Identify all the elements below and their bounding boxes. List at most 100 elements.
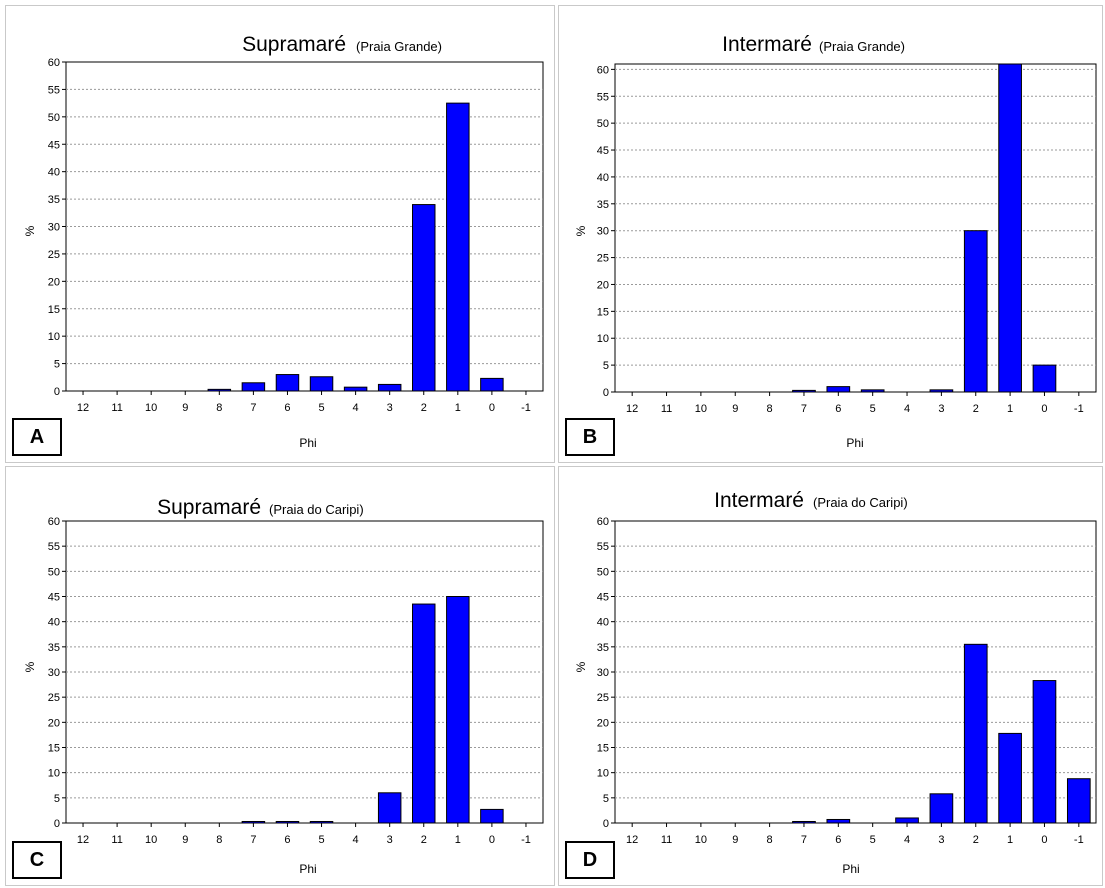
x-tick-label: 12 <box>77 402 89 414</box>
bar <box>998 732 1022 824</box>
y-tick-label: 45 <box>48 592 60 604</box>
y-tick-label: 0 <box>54 386 60 398</box>
x-tick-label: 6 <box>835 403 841 415</box>
bar <box>241 820 266 824</box>
x-tick-label: 4 <box>904 403 910 415</box>
bar <box>963 643 988 824</box>
y-tick-label: 25 <box>48 249 60 261</box>
bar <box>480 377 504 392</box>
y-tick-label: 50 <box>48 566 60 578</box>
x-tick-label: 12 <box>77 834 89 846</box>
bar <box>241 382 266 392</box>
bar <box>792 820 816 824</box>
y-tick-label: 40 <box>48 167 60 179</box>
x-tick-label: 6 <box>835 834 841 846</box>
y-tick-label: 60 <box>597 64 609 76</box>
x-tick-label: 5 <box>318 834 324 846</box>
bar <box>1032 364 1057 393</box>
y-tick-label: 10 <box>597 333 609 345</box>
x-tick-label: 11 <box>661 834 672 846</box>
y-tick-label: 45 <box>48 139 60 151</box>
y-tick-label: 55 <box>597 541 609 553</box>
y-tick-label: 5 <box>603 360 609 372</box>
bar <box>309 376 334 392</box>
bar <box>792 389 816 393</box>
chart-subtitle: (Praia Grande) <box>819 39 905 54</box>
y-tick-label: 40 <box>48 617 60 629</box>
bar <box>998 63 1022 393</box>
x-tick-label: 10 <box>695 834 707 846</box>
x-axis-label: Phi <box>299 436 316 450</box>
x-tick-label: 9 <box>182 834 188 846</box>
x-tick-label: 11 <box>111 834 122 846</box>
bar <box>480 808 504 824</box>
y-tick-label: 30 <box>48 222 60 234</box>
y-tick-label: 45 <box>597 145 609 157</box>
y-tick-label: 50 <box>597 566 609 578</box>
x-tick-label: 2 <box>973 403 979 415</box>
x-tick-label: 9 <box>732 834 738 846</box>
y-tick-label: 25 <box>597 253 609 265</box>
y-tick-label: 15 <box>597 743 609 755</box>
bar <box>412 603 436 824</box>
x-tick-label: -1 <box>1074 403 1084 415</box>
panel-label: C <box>12 841 62 879</box>
panel-label: D <box>565 841 615 879</box>
y-tick-label: 35 <box>597 642 609 654</box>
y-tick-label: 10 <box>48 768 60 780</box>
x-tick-label: 9 <box>182 402 188 414</box>
x-tick-label: 8 <box>767 834 773 846</box>
chart-title: Supramaré <box>242 33 346 56</box>
x-tick-label: 3 <box>938 834 944 846</box>
bar <box>412 204 436 392</box>
x-tick-label: 12 <box>626 834 638 846</box>
x-tick-label: 4 <box>353 402 359 414</box>
chart-title: Intermaré <box>714 489 804 512</box>
chart-panel-c: Supramaré (Praia do Caripi) % Phi 0 5 10 15… <box>5 466 555 886</box>
panel-label: B <box>565 418 615 456</box>
y-tick-label: 0 <box>603 818 609 830</box>
x-tick-label: -1 <box>521 402 531 414</box>
x-tick-label: 1 <box>455 402 461 414</box>
x-tick-label: 10 <box>695 403 707 415</box>
y-tick-label: 15 <box>597 306 609 318</box>
x-tick-label: -1 <box>521 834 531 846</box>
x-tick-label: 6 <box>284 402 290 414</box>
x-tick-label: 1 <box>1007 403 1013 415</box>
plot-frame <box>614 63 1097 393</box>
y-tick-label: 5 <box>603 793 609 805</box>
bar <box>446 596 470 824</box>
bar <box>1066 778 1091 824</box>
y-axis-label: % <box>574 661 588 672</box>
x-tick-label: 3 <box>387 834 393 846</box>
chart-subtitle: (Praia do Caripi) <box>269 502 364 517</box>
bar <box>207 388 232 392</box>
x-tick-label: 5 <box>318 402 324 414</box>
y-tick-label: 50 <box>48 112 60 124</box>
y-tick-label: 20 <box>48 276 60 288</box>
x-tick-label: 8 <box>216 834 222 846</box>
x-tick-label: 5 <box>870 834 876 846</box>
y-tick-label: 40 <box>597 617 609 629</box>
y-tick-label: 30 <box>597 667 609 679</box>
bar <box>377 383 402 392</box>
chart-subtitle: (Praia Grande) <box>356 39 442 54</box>
y-axis-label: % <box>23 661 37 672</box>
bar <box>1032 680 1057 824</box>
x-tick-label: 2 <box>421 402 427 414</box>
x-tick-label: 8 <box>767 403 773 415</box>
y-tick-label: 60 <box>48 57 60 69</box>
y-tick-label: 55 <box>48 84 60 96</box>
x-tick-label: 11 <box>111 402 122 414</box>
bar <box>343 386 368 392</box>
y-tick-label: 30 <box>48 667 60 679</box>
x-tick-label: 12 <box>626 403 638 415</box>
x-tick-label: 0 <box>1041 834 1047 846</box>
y-tick-label: 40 <box>597 172 609 184</box>
y-tick-label: 5 <box>54 793 60 805</box>
chart-a-svg: Supramaré (Praia Grande) % Phi 051015202… <box>23 33 544 450</box>
y-tick-label: 30 <box>597 226 609 238</box>
panel-label: A <box>12 418 62 456</box>
bar <box>929 389 954 393</box>
